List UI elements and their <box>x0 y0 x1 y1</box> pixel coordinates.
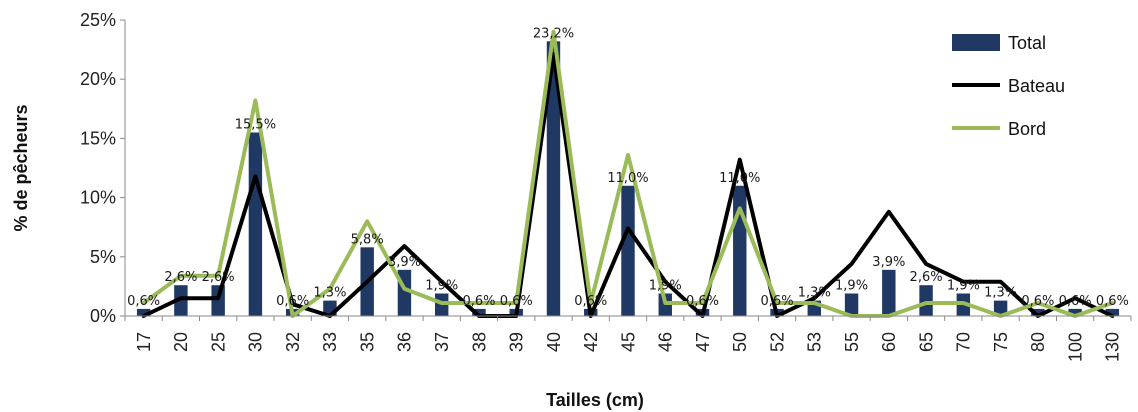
data-label: 0,6% <box>761 294 794 309</box>
line-series <box>141 29 1115 318</box>
bar-total <box>733 185 747 316</box>
bar-total <box>472 308 486 316</box>
y-tick-label: 15% <box>80 128 116 148</box>
x-tick-label: 70 <box>954 332 974 352</box>
data-label: 1,3% <box>984 286 1017 301</box>
bar-total <box>248 132 263 316</box>
data-label: 3,9% <box>872 255 905 270</box>
bar-total <box>136 308 151 316</box>
bar-total <box>546 41 561 316</box>
legend-swatch-total <box>952 34 1000 51</box>
data-label: 0,6% <box>276 294 309 309</box>
x-tick-label: 47 <box>693 332 713 352</box>
x-tick-label: 35 <box>357 332 377 352</box>
x-tick-label: 36 <box>395 332 415 352</box>
data-label: 0,6% <box>686 294 719 309</box>
bar-total <box>844 293 859 316</box>
data-label: 2,6% <box>202 270 235 285</box>
data-label: 1,9% <box>835 279 868 294</box>
data-label: 11,0% <box>719 171 760 186</box>
bar-total <box>211 285 225 316</box>
line-bord <box>141 29 1115 318</box>
bar-total <box>621 185 635 316</box>
x-tick-label: 39 <box>507 332 527 352</box>
data-label: 0,6% <box>1021 294 1054 309</box>
x-tick-label: 53 <box>805 332 825 352</box>
x-tick-label: 75 <box>991 332 1011 352</box>
x-tick-label: 25 <box>208 332 228 352</box>
y-tick-label: 5% <box>90 247 116 267</box>
data-label: 3,9% <box>388 255 421 270</box>
bar-total <box>919 285 933 316</box>
x-tick-label: 30 <box>246 332 266 352</box>
data-label: 1,9% <box>425 279 458 294</box>
y-tick-labels: 0% 5% 10% 15% 20% 25% <box>80 10 125 326</box>
data-label: 2,6% <box>910 270 943 285</box>
x-tick-label: 38 <box>469 332 489 352</box>
x-tick-label: 65 <box>916 332 936 352</box>
data-label: 0,6% <box>127 294 160 309</box>
legend-label-total: Total <box>1008 33 1046 53</box>
x-tick-label: 33 <box>320 332 340 352</box>
y-axis-title: % de pêcheurs <box>11 104 31 231</box>
bar-total <box>993 300 1008 316</box>
bar-total <box>882 269 896 316</box>
x-tick-label: 20 <box>171 332 191 352</box>
x-tick-label: 60 <box>879 332 899 352</box>
data-label: 0,6% <box>500 294 533 309</box>
x-axis-title: Tailles (cm) <box>546 390 644 410</box>
bar-total <box>174 285 188 316</box>
x-tick-labels: 17 20 25 30 32 33 35 36 37 38 39 40 42 45 46 47 50 52 53 55… <box>124 316 1132 362</box>
data-label: 23,2% <box>533 26 574 41</box>
y-tick-label: 20% <box>80 69 116 89</box>
data-label: 11,0% <box>607 171 648 186</box>
data-label: 1,9% <box>649 279 682 294</box>
data-label: 1,9% <box>947 279 980 294</box>
x-tick-label: 55 <box>842 332 862 352</box>
axes <box>124 20 1131 317</box>
data-label: 0,6% <box>1059 294 1092 309</box>
legend-label-bateau: Bateau <box>1008 76 1065 96</box>
data-label: 5,8% <box>351 232 384 247</box>
bar-series-total <box>136 41 1120 316</box>
x-tick-label: 42 <box>581 332 601 352</box>
data-label: 1,3% <box>798 286 831 301</box>
x-tick-label: 45 <box>618 332 638 352</box>
x-tick-label: 40 <box>544 332 564 352</box>
x-tick-label: 80 <box>1028 332 1048 352</box>
y-tick-label: 25% <box>80 10 116 30</box>
x-tick-label: 130 <box>1103 332 1123 362</box>
data-label: 0,6% <box>574 294 607 309</box>
legend-label-bord: Bord <box>1008 119 1046 139</box>
data-label: 15,5% <box>235 117 276 132</box>
x-tick-label: 46 <box>656 332 676 352</box>
data-labels: 0,6% 2,6% 2,6% 15,5% 0,6% 1,3% 5,8% 3,9% 1,9% 0,6… <box>127 26 1129 309</box>
data-label: 0,6% <box>462 294 495 309</box>
data-label: 1,3% <box>313 286 346 301</box>
data-label: 2,6% <box>164 270 197 285</box>
bar-total <box>1105 308 1120 316</box>
x-tick-label: 32 <box>283 332 303 352</box>
y-tick-label: 10% <box>80 188 116 208</box>
bar-total <box>1068 308 1082 316</box>
y-tick-label: 0% <box>90 306 116 326</box>
data-label: 0,6% <box>1096 294 1129 309</box>
x-tick-label: 100 <box>1065 332 1085 362</box>
x-tick-label: 52 <box>767 332 787 352</box>
x-tick-label: 37 <box>432 332 452 352</box>
legend: Total Bateau Bord <box>952 33 1065 139</box>
x-tick-label: 17 <box>134 332 154 352</box>
bar-total <box>1031 308 1045 316</box>
x-tick-label: 50 <box>730 332 750 352</box>
